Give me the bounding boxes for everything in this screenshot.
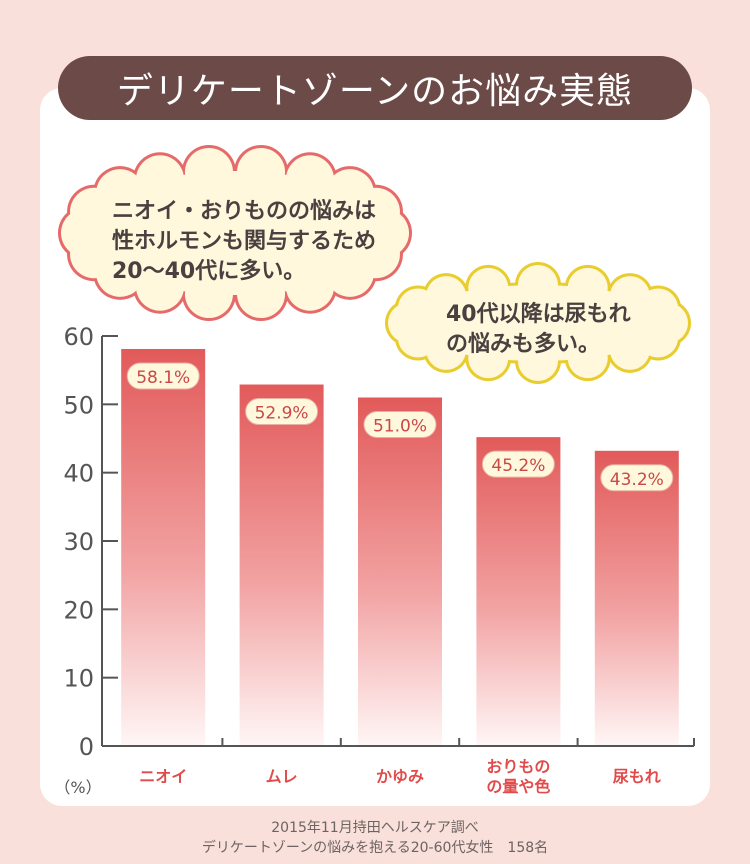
data-label-0: 58.1% [136, 368, 190, 388]
callout-text-yellow: 40代以降は尿もれ の悩みも多い。 [446, 302, 631, 357]
bar-0 [121, 348, 206, 746]
y-tick-label-20: 20 [63, 596, 94, 624]
source-line-1: 2015年11月持田ヘルスケア調べ [271, 820, 479, 836]
y-tick-label-10: 10 [63, 665, 94, 693]
source-note: 2015年11月持田ヘルスケア調べ デリケートゾーンの悩みを抱える20-60代女… [0, 818, 750, 858]
category-label-0: ニオイ [139, 767, 187, 786]
y-tick-label-40: 40 [63, 460, 94, 488]
bar-1 [239, 384, 324, 746]
data-label-bg-3 [481, 450, 555, 478]
category-label-1: ムレ [266, 767, 298, 786]
page-title: デリケートゾーンのお悩み実態 [58, 56, 692, 120]
data-label-4: 43.2% [610, 470, 664, 490]
y-axis-unit-label: （%） [54, 778, 101, 797]
callout-cloud-yellow [385, 262, 691, 384]
category-label-2: かゆみ [376, 767, 424, 786]
data-label-bg-1 [245, 398, 319, 426]
data-label-bg-0 [126, 362, 200, 390]
bar-2 [358, 397, 442, 746]
data-label-2: 51.0% [373, 417, 427, 437]
y-tick-label-50: 50 [63, 391, 94, 419]
category-label-3-line-0: おりもの [486, 757, 550, 776]
callout-cloud-pink [58, 144, 412, 322]
bar-3 [476, 437, 561, 746]
data-label-bg-4 [600, 464, 674, 492]
data-label-3: 45.2% [491, 456, 545, 476]
data-label-1: 52.9% [255, 404, 309, 424]
bar-4 [594, 450, 679, 746]
y-tick-label-60: 60 [63, 323, 94, 351]
source-line-2: デリケートゾーンの悩みを抱える20-60代女性 158名 [201, 840, 549, 856]
callout-text-pink: ニオイ・おりものの悩みは 性ホルモンも関与するため 20〜40代に多い。 [112, 199, 377, 284]
category-label-3-line-1: の量や色 [486, 777, 550, 796]
y-tick-label-0: 0 [79, 733, 94, 761]
data-label-bg-2 [363, 411, 437, 438]
category-label-4: 尿もれ [613, 767, 661, 786]
y-tick-label-30: 30 [63, 528, 94, 556]
